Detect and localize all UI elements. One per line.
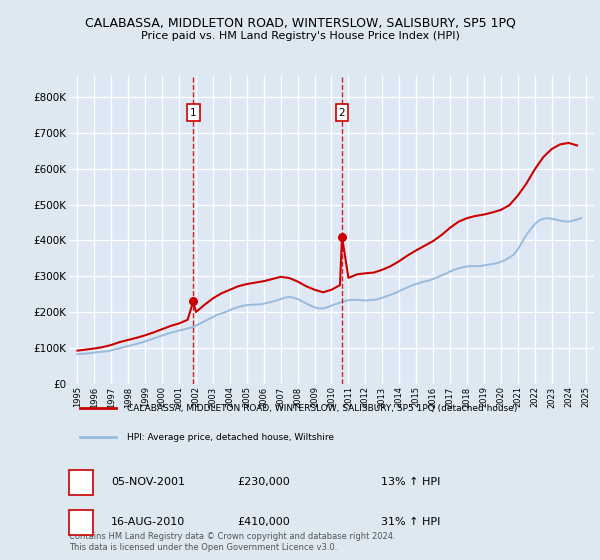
Text: 2: 2 bbox=[77, 517, 85, 528]
Text: 16-AUG-2010: 16-AUG-2010 bbox=[111, 517, 185, 528]
Text: Price paid vs. HM Land Registry's House Price Index (HPI): Price paid vs. HM Land Registry's House … bbox=[140, 31, 460, 41]
Text: 1: 1 bbox=[77, 477, 85, 487]
Text: 05-NOV-2001: 05-NOV-2001 bbox=[111, 477, 185, 487]
Text: £230,000: £230,000 bbox=[237, 477, 290, 487]
Text: CALABASSA, MIDDLETON ROAD, WINTERSLOW, SALISBURY, SP5 1PQ (detached house): CALABASSA, MIDDLETON ROAD, WINTERSLOW, S… bbox=[127, 404, 517, 413]
Text: £410,000: £410,000 bbox=[237, 517, 290, 528]
Text: Contains HM Land Registry data © Crown copyright and database right 2024.
This d: Contains HM Land Registry data © Crown c… bbox=[69, 532, 395, 552]
Text: 1: 1 bbox=[190, 108, 197, 118]
Text: 2: 2 bbox=[338, 108, 346, 118]
Text: 31% ↑ HPI: 31% ↑ HPI bbox=[381, 517, 440, 528]
Text: HPI: Average price, detached house, Wiltshire: HPI: Average price, detached house, Wilt… bbox=[127, 432, 334, 442]
Text: CALABASSA, MIDDLETON ROAD, WINTERSLOW, SALISBURY, SP5 1PQ: CALABASSA, MIDDLETON ROAD, WINTERSLOW, S… bbox=[85, 17, 515, 30]
Text: 13% ↑ HPI: 13% ↑ HPI bbox=[381, 477, 440, 487]
